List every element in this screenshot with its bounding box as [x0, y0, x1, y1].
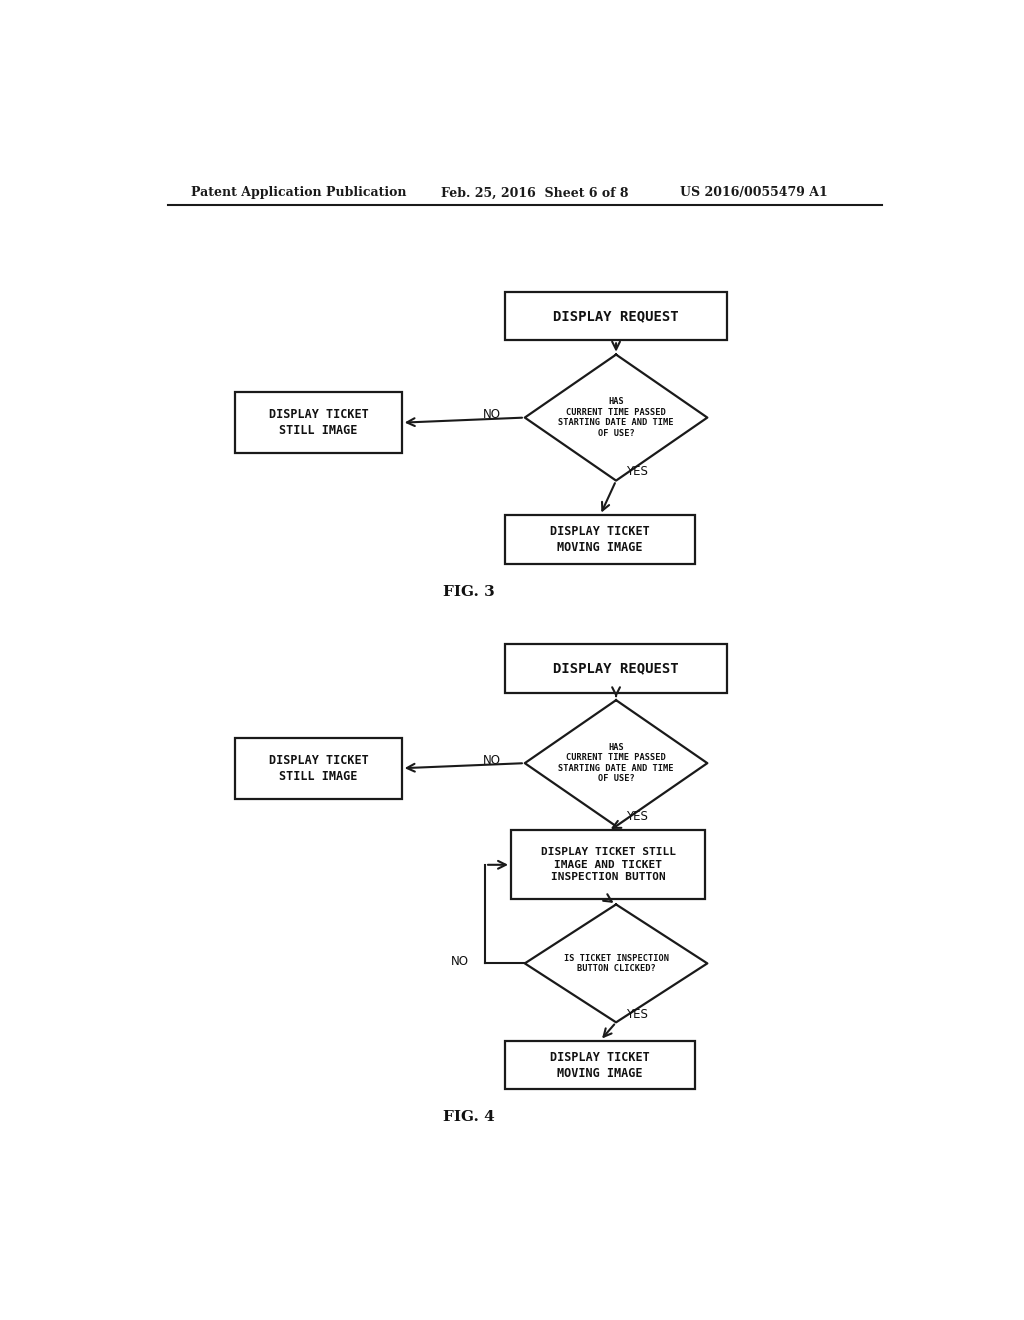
- Text: DISPLAY REQUEST: DISPLAY REQUEST: [553, 309, 679, 323]
- Text: Feb. 25, 2016  Sheet 6 of 8: Feb. 25, 2016 Sheet 6 of 8: [441, 186, 629, 199]
- Bar: [236, 392, 401, 453]
- Text: DISPLAY TICKET
MOVING IMAGE: DISPLAY TICKET MOVING IMAGE: [550, 1051, 650, 1080]
- Bar: [505, 644, 727, 693]
- Text: FIG. 4: FIG. 4: [443, 1110, 496, 1123]
- Text: FIG. 3: FIG. 3: [443, 585, 496, 599]
- Polygon shape: [524, 904, 708, 1022]
- Text: HAS
CURRENT TIME PASSED
STARTING DATE AND TIME
OF USE?: HAS CURRENT TIME PASSED STARTING DATE AN…: [558, 743, 674, 783]
- Text: DISPLAY TICKET
MOVING IMAGE: DISPLAY TICKET MOVING IMAGE: [550, 525, 650, 554]
- Text: NO: NO: [483, 754, 501, 767]
- Bar: [236, 738, 401, 799]
- Text: US 2016/0055479 A1: US 2016/0055479 A1: [680, 186, 827, 199]
- Text: YES: YES: [627, 465, 648, 478]
- Text: YES: YES: [627, 809, 648, 822]
- Text: NO: NO: [452, 954, 469, 968]
- Text: DISPLAY TICKET
STILL IMAGE: DISPLAY TICKET STILL IMAGE: [268, 754, 369, 783]
- Text: Patent Application Publication: Patent Application Publication: [191, 186, 407, 199]
- Polygon shape: [524, 355, 708, 480]
- Bar: [505, 515, 695, 564]
- Text: NO: NO: [483, 408, 501, 421]
- Text: DISPLAY TICKET STILL
IMAGE AND TICKET
INSPECTION BUTTON: DISPLAY TICKET STILL IMAGE AND TICKET IN…: [541, 847, 676, 882]
- Bar: [505, 292, 727, 341]
- Bar: [511, 830, 706, 899]
- Text: YES: YES: [627, 1007, 648, 1020]
- Bar: [505, 1040, 695, 1089]
- Text: HAS
CURRENT TIME PASSED
STARTING DATE AND TIME
OF USE?: HAS CURRENT TIME PASSED STARTING DATE AN…: [558, 397, 674, 438]
- Text: DISPLAY TICKET
STILL IMAGE: DISPLAY TICKET STILL IMAGE: [268, 408, 369, 437]
- Text: IS TICKET INSPECTION
BUTTON CLICKED?: IS TICKET INSPECTION BUTTON CLICKED?: [563, 953, 669, 973]
- Text: DISPLAY REQUEST: DISPLAY REQUEST: [553, 661, 679, 676]
- Polygon shape: [524, 700, 708, 826]
